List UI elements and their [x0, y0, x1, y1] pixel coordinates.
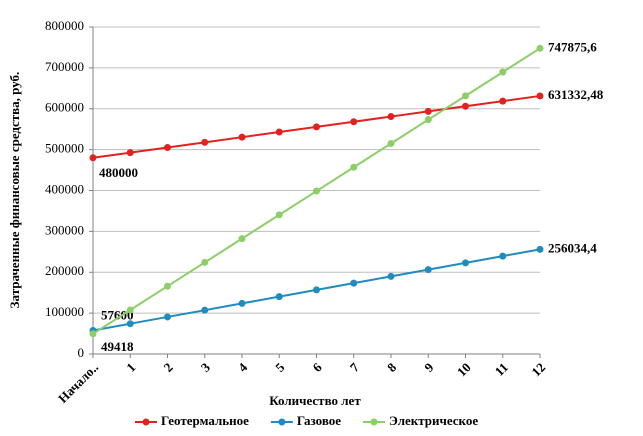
point — [164, 282, 171, 290]
point — [350, 163, 358, 171]
data-label: 631332,48 — [548, 87, 604, 102]
y-tick-label: 300000 — [45, 222, 84, 237]
y-tick-label: 400000 — [45, 181, 84, 196]
point — [238, 133, 246, 141]
x-tick-label: 3 — [198, 359, 214, 375]
point — [350, 118, 358, 126]
point — [313, 286, 320, 294]
y-tick-label: 500000 — [45, 141, 84, 156]
point — [238, 299, 246, 307]
x-tick-label: 11 — [492, 360, 511, 379]
x-tick-label: 5 — [272, 359, 288, 375]
point — [536, 245, 544, 253]
x-tick-label: 6 — [310, 359, 326, 375]
legend-marker — [142, 418, 150, 426]
x-tick-label: 9 — [421, 359, 437, 375]
point — [424, 107, 432, 115]
data-label: 480000 — [99, 165, 138, 180]
point — [387, 139, 395, 147]
point — [499, 252, 507, 260]
x-tick-label: 1 — [123, 360, 138, 375]
y-tick-label: 600000 — [45, 100, 84, 115]
point — [499, 68, 507, 76]
point — [424, 266, 432, 274]
point — [313, 123, 320, 131]
point — [536, 44, 544, 52]
x-tick-label: 7 — [347, 359, 363, 375]
legend-marker — [278, 418, 286, 426]
point — [387, 272, 395, 280]
y-tick-label: 0 — [78, 345, 85, 360]
y-tick-label: 100000 — [45, 304, 84, 319]
x-tick-label: 10 — [454, 360, 474, 380]
data-label: 747875,6 — [548, 39, 597, 54]
data-label: 49418 — [101, 339, 134, 354]
point — [313, 187, 320, 195]
x-tick-label: 2 — [161, 360, 176, 375]
x-tick-label: 4 — [235, 359, 251, 375]
point — [424, 116, 432, 124]
point — [164, 313, 171, 321]
point — [462, 92, 469, 100]
x-axis-label: Количество лет — [269, 393, 361, 408]
legend-marker — [370, 418, 378, 426]
point — [201, 258, 209, 266]
point — [350, 279, 358, 287]
point — [275, 128, 283, 136]
point — [164, 143, 171, 151]
point — [201, 306, 209, 314]
point — [499, 97, 507, 105]
data-label: 57600 — [101, 307, 134, 322]
point — [238, 235, 246, 243]
x-tick-label: Начало.. — [55, 360, 101, 406]
point — [89, 154, 97, 162]
legend-label: Геотермальное — [161, 413, 249, 428]
point — [462, 259, 469, 267]
point — [89, 330, 97, 338]
legend-label: Электрическое — [389, 413, 478, 428]
x-tick-label: 12 — [528, 360, 548, 380]
point — [126, 320, 134, 328]
point — [126, 306, 134, 314]
y-tick-label: 700000 — [45, 59, 84, 74]
y-tick-label: 200000 — [45, 263, 84, 278]
data-label: 256034,4 — [548, 240, 597, 255]
legend-label: Газовое — [297, 413, 341, 428]
point — [536, 92, 544, 100]
point — [275, 293, 283, 301]
point — [462, 102, 469, 110]
point — [126, 149, 134, 157]
x-tick-label: 8 — [384, 359, 400, 375]
y-tick-label: 800000 — [45, 18, 84, 33]
point — [275, 211, 283, 219]
y-axis-label: Затраченные финансовые средства, руб. — [7, 72, 22, 309]
point — [387, 113, 395, 121]
point — [201, 138, 209, 146]
